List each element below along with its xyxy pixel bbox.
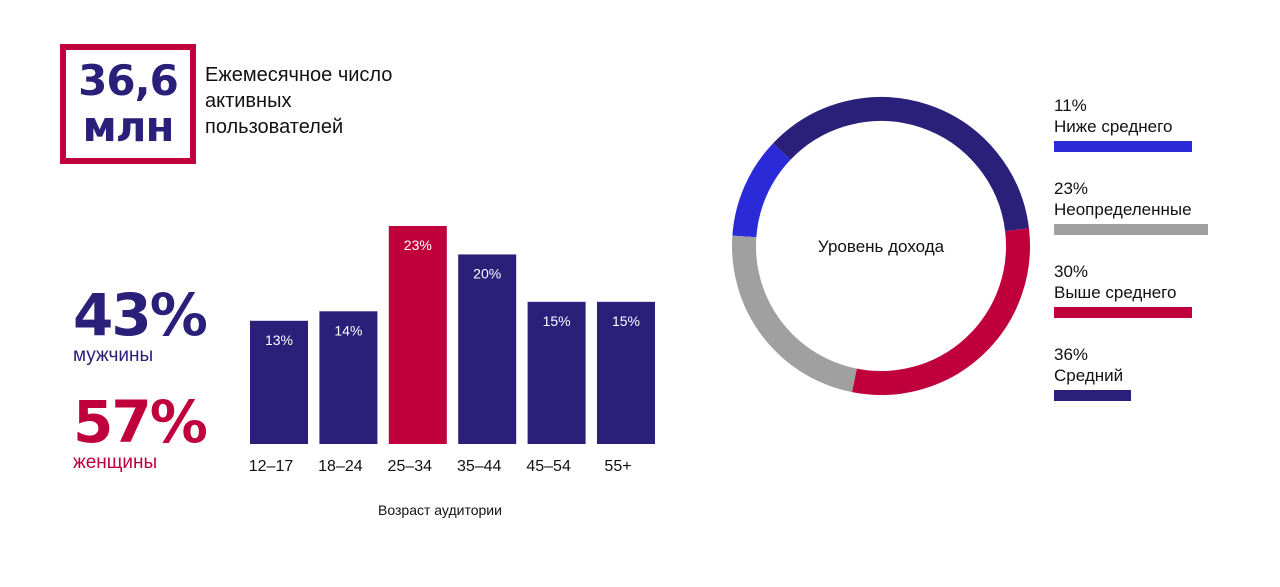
bar-value-label: 23% [404,237,432,253]
legend-swatch [1054,224,1208,235]
legend-item: 36% Средний [1054,344,1224,401]
legend-swatch [1054,141,1192,152]
bar-25–34 [388,226,447,444]
bar-35–44 [458,254,517,444]
legend-item: 23% Неопределенные [1054,178,1224,235]
legend-label: Выше среднего [1054,283,1177,302]
legend-swatch [1054,307,1192,318]
donut-slice-3 [732,235,857,393]
men-percent: 43% [73,281,208,349]
legend-percent: 11% [1054,96,1087,115]
legend-percent: 23% [1054,179,1089,198]
donut-slice-0 [732,143,791,238]
category-tick-label: 18–24 [318,458,363,475]
bar-value-label: 13% [265,332,293,348]
mau-value: 36,6 [78,56,179,105]
category-tick-label: 45–54 [526,458,571,475]
x-axis-label: Возраст аудитории [378,502,502,518]
mau-stat-box: 36,6 млн [60,44,196,164]
women-label: женщины [73,452,158,473]
legend-label: Ниже среднего [1054,117,1173,136]
legend-percent: 36% [1054,345,1089,364]
category-tick-label: 25–34 [388,458,433,475]
donut-slice-2 [852,228,1030,395]
bar-value-label: 14% [334,322,362,338]
men-label: мужчины [73,345,154,366]
bar-45–54 [527,301,586,444]
bar-value-label: 15% [612,313,640,329]
bar-12–17 [250,320,308,444]
bar-55+ [597,301,655,444]
bar-18–24 [319,311,378,444]
mau-unit: млн [82,102,174,151]
category-tick-label: 35–44 [457,458,502,475]
bar-value-label: 15% [543,313,571,329]
mau-label: Ежемесячное число активных пользователей [205,64,393,138]
category-tick-label: 12–17 [249,458,294,475]
women-percent: 57% [73,388,208,456]
donut-center-label: Уровень дохода [818,237,945,256]
category-tick-label: 55+ [604,458,631,475]
legend-percent: 30% [1054,262,1089,281]
legend-label: Средний [1054,366,1124,385]
legend-item: 11% Ниже среднего [1054,95,1224,152]
legend-label: Неопределенные [1054,200,1192,219]
bar-value-label: 20% [473,265,501,281]
donut-slice-1 [773,97,1029,232]
men-stat: 43% мужчины [73,281,208,367]
women-stat: 57% женщины [73,388,208,474]
legend-item: 30% Выше среднего [1054,261,1224,318]
legend-swatch [1054,390,1131,401]
